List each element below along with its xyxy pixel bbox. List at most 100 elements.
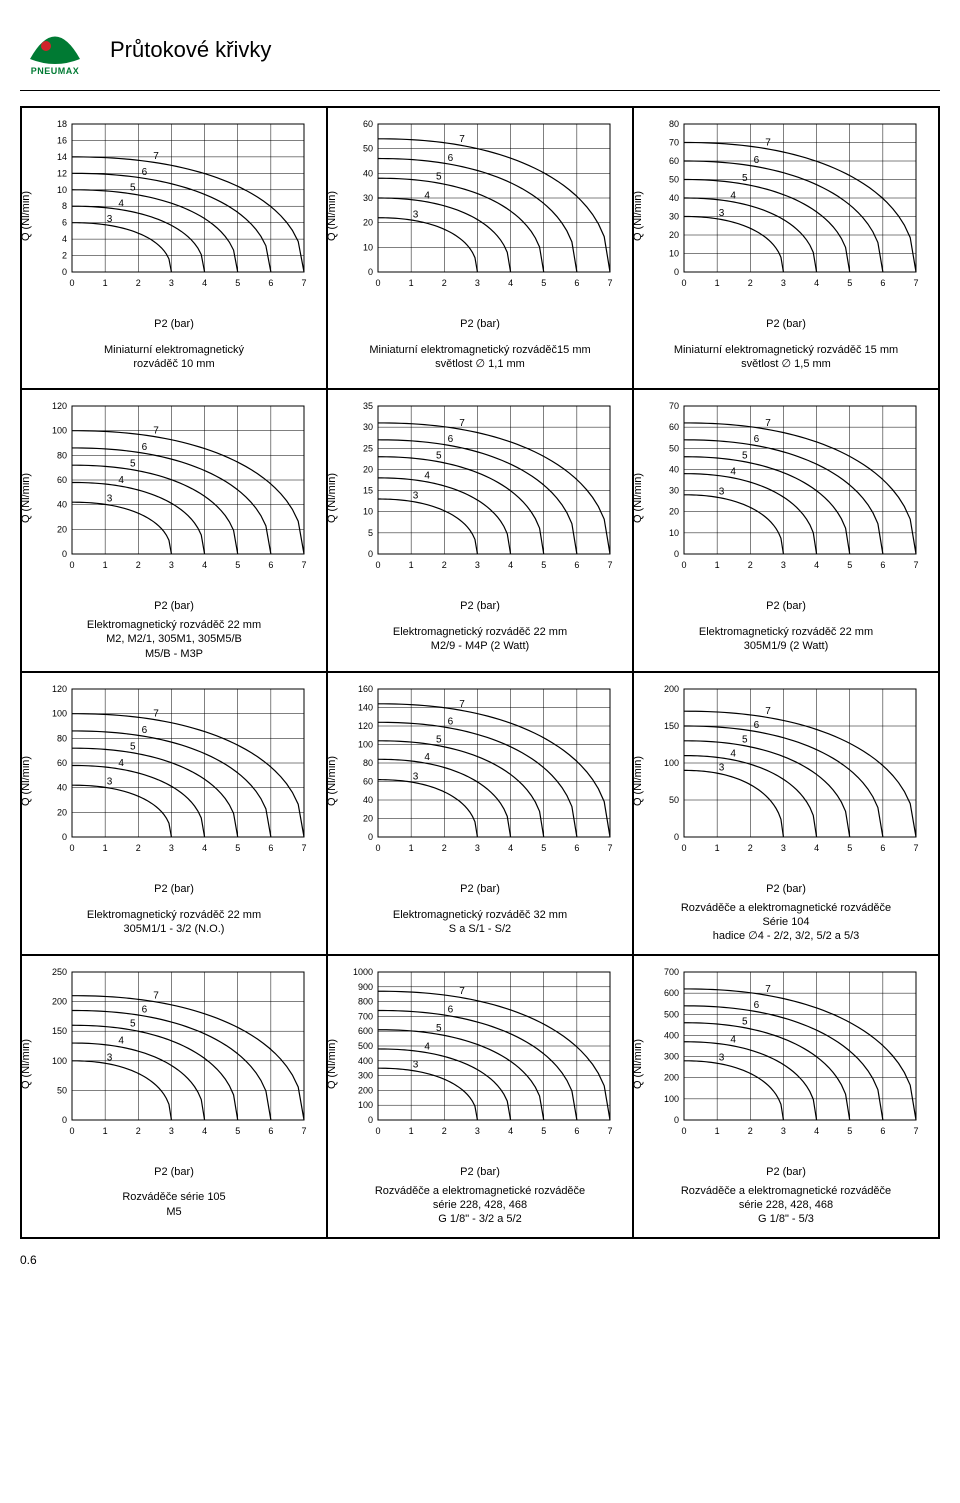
svg-text:70: 70 — [669, 401, 679, 411]
svg-text:5: 5 — [130, 741, 136, 752]
svg-text:0: 0 — [62, 832, 67, 842]
y-axis-label: Q (Nl/min) — [20, 191, 32, 241]
svg-text:15: 15 — [363, 486, 373, 496]
svg-text:0: 0 — [681, 278, 686, 288]
svg-text:6: 6 — [142, 167, 148, 178]
page-number: 0.6 — [20, 1253, 940, 1267]
svg-text:8: 8 — [62, 201, 67, 211]
svg-text:4: 4 — [508, 278, 513, 288]
svg-text:200: 200 — [358, 1085, 373, 1095]
svg-text:2: 2 — [442, 560, 447, 570]
svg-text:4: 4 — [814, 560, 819, 570]
svg-text:3: 3 — [719, 208, 725, 219]
svg-text:2: 2 — [748, 278, 753, 288]
chart-wrap: Q (Nl/min)012345670100200300400500600700… — [646, 964, 926, 1164]
svg-text:3: 3 — [169, 560, 174, 570]
svg-text:40: 40 — [57, 783, 67, 793]
svg-text:40: 40 — [669, 193, 679, 203]
svg-text:5: 5 — [541, 278, 546, 288]
svg-text:6: 6 — [880, 843, 885, 853]
chart-cell: Q (Nl/min)012345670100200300400500600700… — [327, 955, 633, 1238]
svg-text:5: 5 — [436, 172, 442, 183]
svg-text:0: 0 — [62, 267, 67, 277]
flow-chart: 01234567010203040506034567 — [340, 116, 620, 296]
svg-text:200: 200 — [664, 684, 679, 694]
svg-text:100: 100 — [664, 1094, 679, 1104]
svg-text:7: 7 — [153, 151, 159, 162]
svg-text:6: 6 — [142, 442, 148, 453]
svg-text:7: 7 — [607, 560, 612, 570]
svg-text:6: 6 — [448, 153, 454, 164]
chart-caption: Rozváděče a elektromagnetické rozváděčes… — [375, 1184, 585, 1227]
svg-text:40: 40 — [363, 168, 373, 178]
svg-text:10: 10 — [363, 242, 373, 252]
svg-text:0: 0 — [674, 549, 679, 559]
svg-text:1: 1 — [103, 843, 108, 853]
svg-text:3: 3 — [719, 762, 725, 773]
chart-caption: Elektromagnetický rozváděč 22 mm305M1/9 … — [699, 618, 873, 660]
flow-chart: 0123456705010015020034567 — [646, 681, 926, 861]
flow-chart: 0123456701020304050607034567 — [646, 398, 926, 578]
svg-text:4: 4 — [730, 1034, 736, 1045]
x-axis-label: P2 (bar) — [766, 883, 806, 895]
y-axis-label: Q (Nl/min) — [632, 473, 644, 523]
svg-text:3: 3 — [107, 776, 113, 787]
svg-text:4: 4 — [202, 843, 207, 853]
svg-text:10: 10 — [363, 507, 373, 517]
svg-text:4: 4 — [118, 198, 124, 209]
svg-text:5: 5 — [742, 1016, 748, 1027]
svg-text:0: 0 — [62, 1115, 67, 1125]
svg-text:6: 6 — [62, 218, 67, 228]
page-title: Průtokové křivky — [110, 37, 271, 63]
svg-text:80: 80 — [669, 119, 679, 129]
svg-text:2: 2 — [442, 1126, 447, 1136]
svg-text:30: 30 — [669, 486, 679, 496]
svg-text:7: 7 — [153, 708, 159, 719]
svg-text:5: 5 — [368, 528, 373, 538]
svg-text:4: 4 — [730, 466, 736, 477]
svg-text:25: 25 — [363, 443, 373, 453]
y-axis-label: Q (Nl/min) — [632, 191, 644, 241]
svg-text:7: 7 — [607, 843, 612, 853]
svg-text:3: 3 — [475, 278, 480, 288]
svg-text:16: 16 — [57, 135, 67, 145]
svg-text:5: 5 — [847, 1126, 852, 1136]
svg-text:1: 1 — [409, 1126, 414, 1136]
svg-text:20: 20 — [363, 218, 373, 228]
flow-chart: 0123456702040608010012034567 — [34, 681, 314, 861]
svg-text:6: 6 — [754, 155, 760, 166]
svg-text:4: 4 — [424, 1041, 430, 1052]
svg-text:4: 4 — [202, 278, 207, 288]
svg-text:5: 5 — [235, 278, 240, 288]
svg-text:100: 100 — [358, 1100, 373, 1110]
svg-text:12: 12 — [57, 168, 67, 178]
svg-text:5: 5 — [742, 450, 748, 461]
svg-text:6: 6 — [142, 1004, 148, 1015]
svg-text:10: 10 — [57, 185, 67, 195]
svg-text:4: 4 — [424, 470, 430, 481]
y-axis-label: Q (Nl/min) — [326, 473, 338, 523]
svg-text:3: 3 — [107, 214, 113, 225]
svg-text:1000: 1000 — [353, 967, 373, 977]
chart-wrap: Q (Nl/min)012345670204060801001201401603… — [340, 681, 620, 881]
svg-text:30: 30 — [363, 422, 373, 432]
chart-wrap: Q (Nl/min)012345670102030405060708034567 — [646, 116, 926, 316]
svg-text:6: 6 — [574, 843, 579, 853]
svg-text:0: 0 — [674, 267, 679, 277]
svg-text:120: 120 — [52, 684, 67, 694]
svg-text:80: 80 — [363, 758, 373, 768]
chart-caption: Rozváděče a elektromagnetické rozváděčeS… — [681, 901, 891, 944]
chart-caption: Elektromagnetický rozváděč 22 mmM2, M2/1… — [87, 618, 261, 661]
svg-text:5: 5 — [847, 560, 852, 570]
svg-text:5: 5 — [436, 450, 442, 461]
chart-cell: Q (Nl/min)012345670510152025303534567P2 … — [327, 389, 633, 672]
svg-text:80: 80 — [57, 450, 67, 460]
svg-text:3: 3 — [475, 843, 480, 853]
svg-text:60: 60 — [57, 758, 67, 768]
chart-caption: Rozváděče a elektromagnetické rozváděčes… — [681, 1184, 891, 1227]
svg-text:1: 1 — [103, 278, 108, 288]
svg-text:3: 3 — [781, 560, 786, 570]
svg-text:50: 50 — [57, 1085, 67, 1095]
y-axis-label: Q (Nl/min) — [326, 191, 338, 241]
svg-text:4: 4 — [508, 1126, 513, 1136]
